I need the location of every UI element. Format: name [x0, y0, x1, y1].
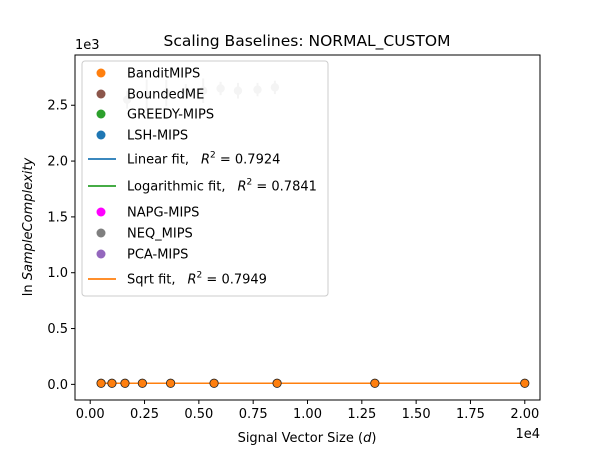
data-point: [209, 378, 219, 388]
legend-label-napg-mips: NAPG-MIPS: [127, 206, 199, 221]
legend-label-logarithmic-fit: Logarithmic fit, R2 = 0.7841: [127, 178, 317, 195]
y-tick-label: 1.0: [47, 266, 68, 281]
x-tick-label: 1.00: [293, 407, 322, 422]
legend-marker-greedy-mips: [96, 109, 106, 119]
legend-marker-napg-mips: [96, 207, 106, 217]
x-tick-label: 1.25: [347, 407, 376, 422]
legend-label-greedy-mips: GREEDY-MIPS: [127, 108, 214, 123]
x-tick-label: 0.25: [130, 407, 159, 422]
chart-title: Scaling Baselines: NORMAL_CUSTOM: [164, 32, 451, 51]
y-tick-label: 0.0: [47, 378, 68, 393]
x-tick-label: 0.00: [76, 407, 105, 422]
data-point: [520, 378, 530, 388]
legend-marker-banditmips: [96, 68, 106, 78]
data-point: [272, 378, 282, 388]
legend-label-linear-fit: Linear fit, R2 = 0.7924: [127, 151, 280, 168]
x-axis-ticks: 0.00 0.25 0.50 0.75 1.00 1.25 1.50 1.75 2.00: [76, 400, 539, 422]
legend-label-boundedme: BoundedME: [127, 88, 204, 103]
data-point: [120, 378, 130, 388]
legend-marker-boundedme: [96, 89, 106, 99]
legend-marker-lsh-mips: [96, 130, 106, 140]
y-tick-label: 2.0: [47, 155, 68, 170]
x-axis-multiplier: 1e4: [515, 427, 540, 442]
legend-marker-pca-mips: [96, 249, 106, 259]
y-tick-label: 0.5: [47, 322, 68, 337]
y-tick-label: 1.5: [47, 210, 68, 225]
y-axis-multiplier: 1e3: [75, 38, 100, 53]
data-point: [96, 378, 106, 388]
x-tick-label: 1.50: [402, 407, 431, 422]
data-point: [137, 378, 147, 388]
legend-box: [81, 60, 329, 297]
y-axis-ticks: 0.0 0.5 1.0 1.5 2.0 2.5: [47, 99, 75, 393]
legend-label-pca-mips: PCA-MIPS: [127, 248, 188, 263]
legend-label-lsh-mips: LSH-MIPS: [127, 129, 188, 144]
legend-marker-neq-mips: [96, 228, 106, 238]
data-point: [370, 378, 380, 388]
y-tick-label: 2.5: [47, 99, 68, 114]
legend-label-neq-mips: NEQ_MIPS: [127, 227, 193, 242]
legend-label-sqrt-fit: Sqrt fit, R2 = 0.7949: [127, 271, 267, 288]
y-axis-label: ln SampleComplexity: [21, 158, 36, 297]
x-tick-label: 0.75: [239, 407, 268, 422]
data-point: [166, 378, 176, 388]
x-tick-label: 1.75: [456, 407, 485, 422]
data-point: [107, 378, 117, 388]
x-tick-label: 2.00: [510, 407, 539, 422]
x-axis-label: Signal Vector Size (d): [238, 431, 377, 446]
legend: BanditMIPS BoundedME GREEDY-MIPS LSH-MIPS Li…: [81, 60, 329, 297]
legend-label-banditmips: BanditMIPS: [127, 67, 200, 82]
x-tick-label: 0.50: [184, 407, 213, 422]
